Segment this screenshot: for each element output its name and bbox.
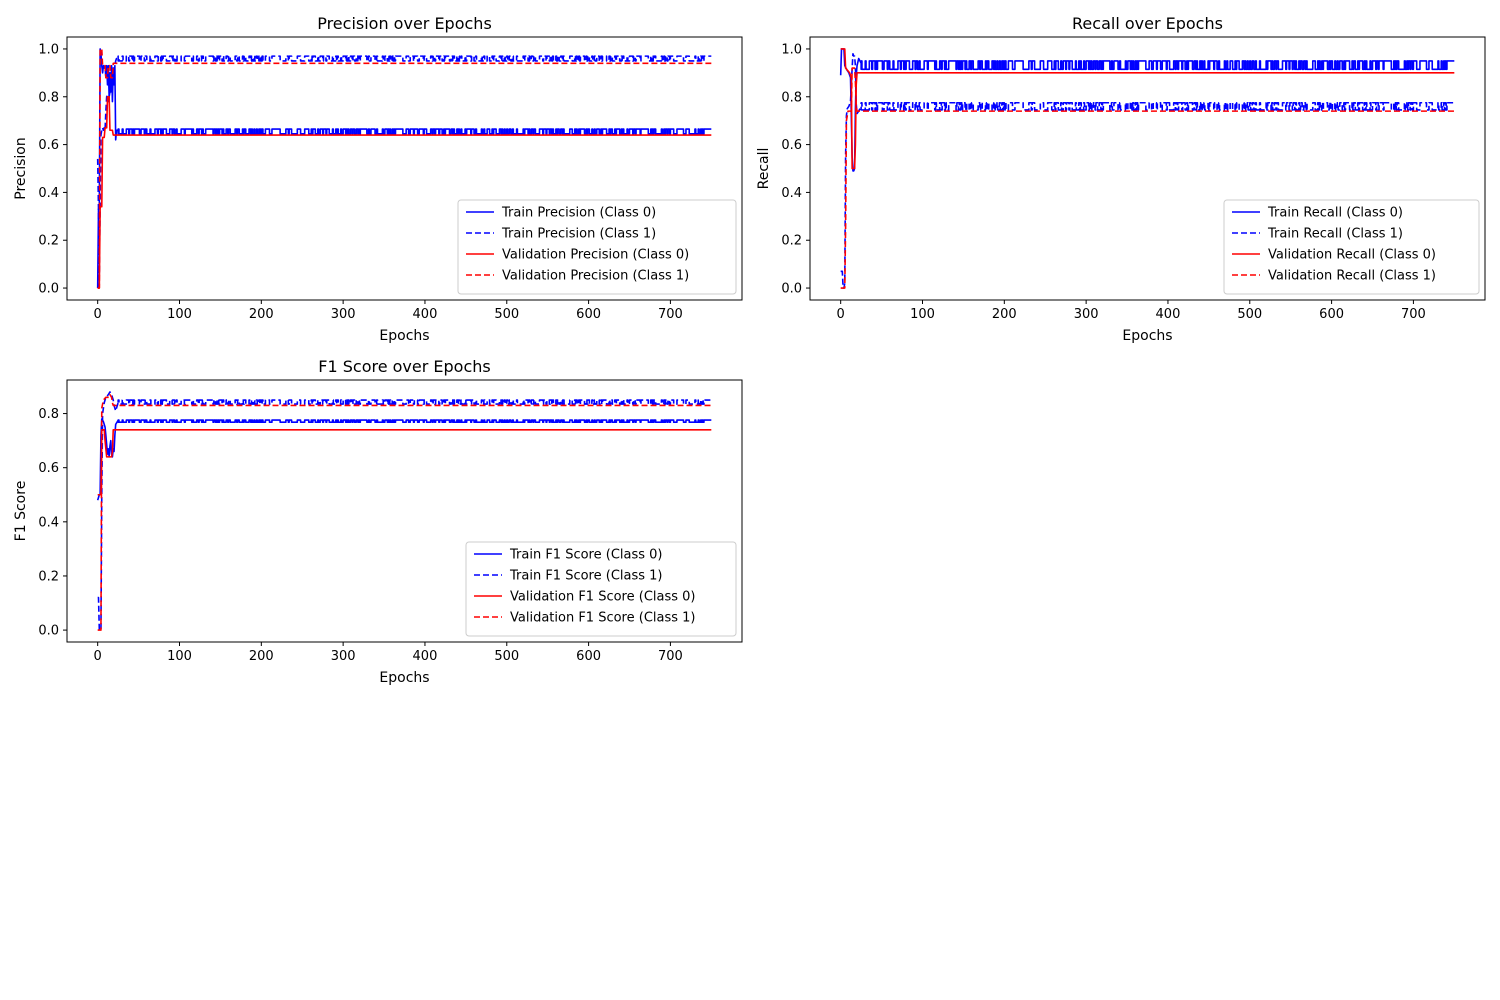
x-tick-label: 400 [1156, 307, 1181, 322]
y-tick-label: 0.0 [38, 624, 59, 639]
x-tick-label: 200 [249, 649, 274, 664]
series-line-3 [97, 429, 712, 496]
y-tick-label: 0.2 [781, 234, 802, 249]
y-tick-label: 0.8 [38, 407, 59, 422]
chart-title: Precision over Epochs [317, 14, 492, 33]
x-tick-label: 500 [1237, 307, 1262, 322]
legend-box [465, 541, 737, 637]
y-tick-label: 0.4 [38, 515, 59, 530]
series-line-4 [97, 48, 712, 289]
legend-label: Train Recall (Class 1) [1267, 227, 1403, 242]
x-tick-label: 200 [992, 307, 1017, 322]
series-line-3 [97, 95, 712, 289]
y-tick-label: 1.0 [38, 42, 59, 57]
legend-label: Validation Precision (Class 0) [502, 248, 689, 263]
legend-label: Validation F1 Score (Class 0) [510, 590, 696, 605]
series-line-4 [97, 393, 712, 631]
y-axis-label: Recall [756, 148, 772, 190]
axes-frame [66, 379, 743, 643]
y-tick-label: 0.0 [781, 282, 802, 297]
x-tick-label: 400 [413, 307, 438, 322]
y-axis-label: Precision [13, 137, 29, 199]
y-tick-label: 0.6 [781, 138, 802, 153]
plot-area [96, 391, 712, 631]
y-tick-label: 0.0 [38, 282, 59, 297]
legend-label: Validation F1 Score (Class 1) [510, 611, 696, 626]
legend-label: Train Precision (Class 0) [501, 206, 656, 221]
legend-box [457, 199, 737, 295]
y-tick-label: 0.2 [38, 569, 59, 584]
y-axis-label: F1 Score [13, 481, 29, 542]
legend: Train Recall (Class 0) Train Recall (Clas… [1223, 199, 1480, 295]
series-line-1 [96, 418, 712, 501]
legend-label: Validation Recall (Class 1) [1268, 269, 1436, 284]
legend: Train F1 Score (Class 0) Train F1 Score (… [465, 541, 737, 637]
axes-frame [809, 36, 1486, 301]
chart-3: F1 Score over Epochs 0 100 200 300 400 500 600 7… [13, 357, 743, 686]
legend-label: Train Precision (Class 1) [501, 227, 656, 242]
series-line-1 [839, 48, 1455, 172]
legend-label: Validation Recall (Class 0) [1268, 248, 1436, 263]
y-tick-label: 0.2 [38, 234, 59, 249]
x-tick-label: 600 [1319, 307, 1344, 322]
series-line-2 [97, 391, 712, 631]
y-tick-label: 0.6 [38, 461, 59, 476]
legend-box [1223, 199, 1480, 295]
x-tick-label: 0 [94, 307, 102, 322]
x-tick-label: 700 [658, 649, 683, 664]
x-tick-label: 300 [331, 307, 356, 322]
chart-1: Precision over Epochs 0 100 200 300 400 500 600… [13, 14, 743, 344]
legend-label: Train Recall (Class 0) [1267, 206, 1403, 221]
x-tick-label: 400 [413, 649, 438, 664]
y-tick-label: 0.6 [38, 138, 59, 153]
x-tick-label: 300 [331, 649, 356, 664]
legend: Train Precision (Class 0) Train Precision… [457, 199, 737, 295]
x-tick-label: 700 [1401, 307, 1426, 322]
legend-label: Validation Precision (Class 1) [502, 269, 689, 284]
x-tick-label: 500 [494, 307, 519, 322]
x-axis-label: Epochs [379, 670, 429, 686]
series-line-2 [840, 52, 1455, 289]
x-tick-label: 100 [167, 649, 192, 664]
x-tick-label: 600 [576, 307, 601, 322]
x-tick-label: 100 [910, 307, 935, 322]
chart-title: Recall over Epochs [1072, 14, 1223, 33]
series-line-2 [96, 55, 712, 275]
x-tick-label: 300 [1074, 307, 1099, 322]
chart-title: F1 Score over Epochs [318, 357, 490, 376]
x-tick-label: 200 [249, 307, 274, 322]
y-tick-label: 0.8 [38, 90, 59, 105]
plot-area [839, 48, 1455, 289]
chart-2: Recall over Epochs 0 100 200 300 400 500 600 700… [756, 14, 1486, 344]
x-tick-label: 700 [658, 307, 683, 322]
y-tick-label: 0.8 [781, 90, 802, 105]
series-line-3 [840, 48, 1455, 170]
y-tick-label: 1.0 [781, 42, 802, 57]
legend-label: Train F1 Score (Class 1) [509, 569, 663, 584]
x-tick-label: 100 [167, 307, 192, 322]
plot-area [96, 48, 712, 289]
legend-label: Train F1 Score (Class 0) [509, 548, 663, 563]
y-tick-label: 0.4 [38, 186, 59, 201]
x-tick-label: 500 [494, 649, 519, 664]
x-tick-label: 0 [94, 649, 102, 664]
x-tick-label: 0 [837, 307, 845, 322]
axes-frame [66, 36, 743, 301]
series-line-1 [96, 48, 712, 289]
x-tick-label: 600 [576, 649, 601, 664]
y-tick-label: 0.4 [781, 186, 802, 201]
x-axis-label: Epochs [1122, 328, 1172, 344]
x-axis-label: Epochs [379, 328, 429, 344]
